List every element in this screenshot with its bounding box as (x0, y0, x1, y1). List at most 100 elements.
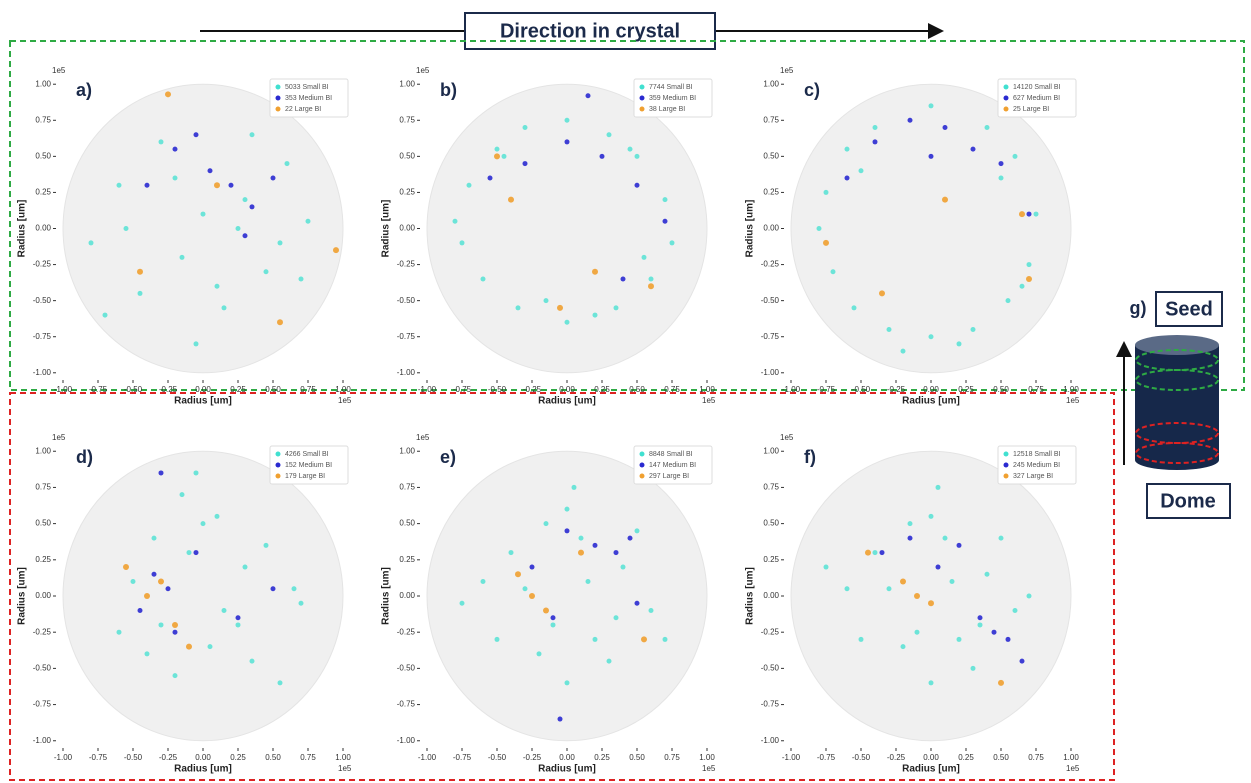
y-axis-label: Radius [um] (381, 567, 392, 625)
point (572, 485, 577, 490)
point (908, 521, 913, 526)
point (481, 579, 486, 584)
point (565, 320, 570, 325)
x-tick-label: -0.25 (159, 385, 178, 394)
point (278, 680, 283, 685)
point (460, 240, 465, 245)
y-tick-label: 0.50 (35, 519, 51, 528)
y-tick-label: 0.00 (399, 591, 415, 600)
point (929, 334, 934, 339)
legend-entry: 5033 Small BI (285, 84, 329, 91)
legend-marker (640, 463, 645, 468)
point (215, 514, 220, 519)
point (208, 168, 213, 173)
point (138, 608, 143, 613)
point (642, 255, 647, 260)
legend-entry: 359 Medium BI (649, 95, 696, 102)
offset-text: 1e5 (780, 433, 794, 442)
x-axis-label: Radius [um] (902, 764, 960, 775)
offset-text: 1e5 (1066, 396, 1080, 405)
y-tick-label: 1.00 (399, 79, 415, 88)
point (173, 176, 178, 181)
point (194, 470, 199, 475)
y-tick-label: 0.75 (399, 115, 415, 124)
point (1006, 637, 1011, 642)
x-tick-label: 0.75 (1028, 753, 1044, 762)
point (649, 608, 654, 613)
y-tick-label: 0.00 (763, 591, 779, 600)
x-tick-label: -0.25 (523, 753, 542, 762)
point (250, 204, 255, 209)
point (543, 607, 549, 613)
point (544, 521, 549, 526)
point (915, 630, 920, 635)
point (607, 132, 612, 137)
x-tick-label: -1.00 (54, 753, 73, 762)
x-tick-label: 0.50 (265, 385, 281, 394)
x-tick-label: 0.75 (664, 385, 680, 394)
point (194, 341, 199, 346)
point (544, 298, 549, 303)
y-tick-label: -1.00 (761, 736, 780, 745)
legend-marker (640, 452, 645, 457)
point (929, 680, 934, 685)
point (859, 637, 864, 642)
point (187, 550, 192, 555)
legend-entry: 14120 Small BI (1013, 84, 1061, 91)
legend-entry: 179 Large BI (285, 473, 325, 480)
x-tick-label: -0.50 (852, 753, 871, 762)
point (1034, 212, 1039, 217)
point (614, 615, 619, 620)
point (222, 608, 227, 613)
point (565, 680, 570, 685)
y-tick-label: -0.25 (33, 627, 52, 636)
legend-entry: 25 Large BI (1013, 106, 1049, 113)
diagram-label: g) (1130, 298, 1147, 318)
x-tick-label: 0.50 (629, 753, 645, 762)
seed-label: Seed (1165, 298, 1213, 320)
point (614, 305, 619, 310)
x-axis-label: Radius [um] (538, 396, 596, 407)
plot-disk (427, 451, 707, 741)
x-axis-label: Radius [um] (174, 764, 232, 775)
point (999, 176, 1004, 181)
y-tick-label: -0.75 (397, 332, 416, 341)
point (137, 269, 143, 275)
offset-text: 1e5 (416, 66, 430, 75)
x-tick-label: 0.75 (664, 753, 680, 762)
x-tick-label: 0.00 (195, 753, 211, 762)
legend-marker (276, 96, 281, 101)
point (873, 139, 878, 144)
panel-label: c) (804, 80, 820, 100)
y-tick-label: 0.50 (399, 519, 415, 528)
point (523, 586, 528, 591)
y-tick-label: 0.00 (399, 224, 415, 233)
point (117, 183, 122, 188)
y-tick-label: -0.25 (761, 260, 780, 269)
point (998, 680, 1004, 686)
point (1006, 298, 1011, 303)
point (145, 183, 150, 188)
point (494, 153, 500, 159)
y-tick-label: 0.75 (763, 483, 779, 492)
point (292, 586, 297, 591)
point (523, 161, 528, 166)
y-axis-label: Radius [um] (745, 567, 756, 625)
y-axis-label: Radius [um] (381, 200, 392, 258)
point (467, 183, 472, 188)
point (621, 277, 626, 282)
y-tick-label: 1.00 (763, 446, 779, 455)
point (243, 565, 248, 570)
plot-disk (791, 84, 1071, 373)
point (971, 666, 976, 671)
point (201, 212, 206, 217)
x-tick-label: 0.75 (300, 753, 316, 762)
legend-marker (1004, 474, 1009, 479)
point (635, 183, 640, 188)
cylinder-body (1135, 345, 1219, 470)
point (592, 269, 598, 275)
point (971, 327, 976, 332)
y-tick-label: 0.50 (35, 151, 51, 160)
y-tick-label: 0.25 (35, 188, 51, 197)
legend-entry: 245 Medium BI (1013, 462, 1060, 469)
